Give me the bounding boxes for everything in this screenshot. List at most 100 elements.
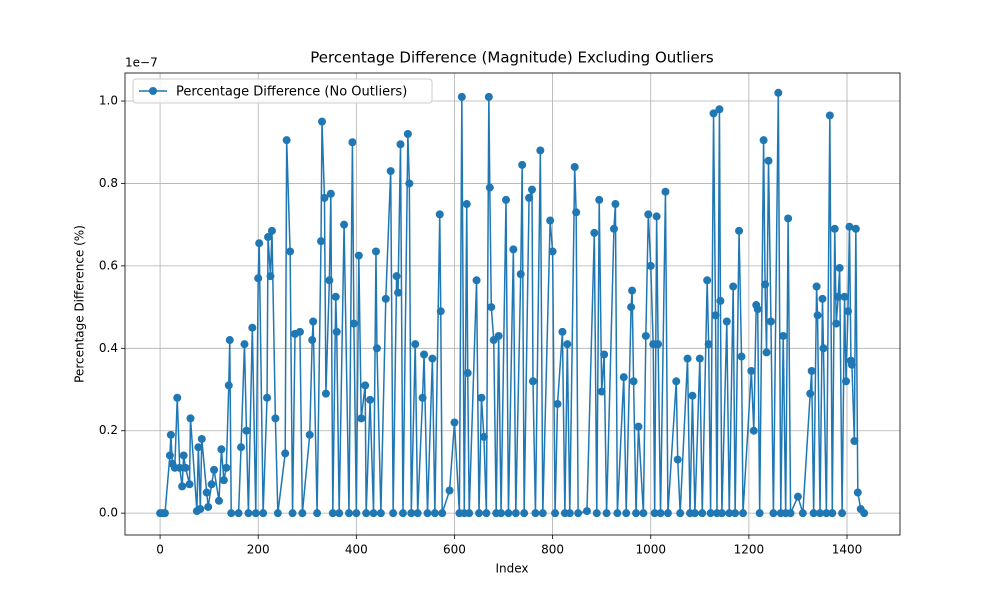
point	[413, 509, 422, 518]
point	[450, 418, 459, 427]
point	[371, 247, 380, 256]
point	[423, 509, 432, 518]
point	[553, 399, 562, 408]
point	[237, 443, 246, 452]
point	[420, 350, 429, 359]
point	[753, 305, 762, 314]
point	[309, 317, 318, 326]
point	[248, 323, 257, 332]
point	[722, 317, 731, 326]
point	[747, 366, 756, 375]
point	[661, 187, 670, 196]
point	[318, 117, 327, 126]
legend-marker	[149, 87, 157, 95]
point	[465, 509, 474, 518]
point	[563, 340, 572, 349]
x-tick-label: 0	[156, 543, 164, 557]
y-tick-label: 0.6	[99, 258, 118, 272]
point	[654, 340, 663, 349]
point	[798, 509, 807, 518]
point	[832, 319, 841, 328]
plot-frame	[124, 72, 901, 536]
point	[511, 509, 520, 518]
point	[438, 509, 447, 518]
point	[366, 395, 375, 404]
point	[570, 162, 579, 171]
point	[485, 183, 494, 192]
point	[717, 509, 726, 518]
point	[609, 224, 618, 233]
point	[835, 263, 844, 272]
point	[344, 509, 353, 518]
point	[818, 294, 827, 303]
point	[825, 111, 834, 120]
point	[813, 311, 822, 320]
point	[332, 327, 341, 336]
x-tick-label: 600	[443, 543, 466, 557]
y-tick-label: 1.0	[99, 94, 118, 108]
point	[194, 443, 203, 452]
point	[830, 224, 839, 233]
point	[273, 509, 282, 518]
point	[628, 286, 637, 295]
point	[600, 350, 609, 359]
x-tick-label: 1400	[832, 543, 863, 557]
point	[475, 509, 484, 518]
point	[764, 156, 773, 165]
point	[263, 393, 272, 402]
y-tick-label: 0.4	[99, 341, 118, 355]
point	[847, 360, 856, 369]
point	[819, 344, 828, 353]
point	[196, 505, 205, 514]
point	[646, 261, 655, 270]
point	[173, 393, 182, 402]
point	[641, 331, 650, 340]
point	[761, 280, 770, 289]
point	[850, 437, 859, 446]
point	[308, 336, 317, 345]
point	[298, 509, 307, 518]
point	[738, 509, 747, 518]
point	[845, 222, 854, 231]
point	[632, 509, 641, 518]
x-tick-label: 200	[247, 543, 270, 557]
point	[178, 482, 187, 491]
point	[185, 480, 194, 489]
point	[749, 426, 758, 435]
point	[715, 105, 724, 114]
point	[328, 509, 337, 518]
point	[325, 276, 334, 285]
point	[352, 509, 361, 518]
point	[225, 336, 234, 345]
point	[222, 463, 231, 472]
point	[627, 303, 636, 312]
point	[695, 354, 704, 363]
point	[548, 247, 557, 256]
point	[313, 509, 322, 518]
point	[735, 226, 744, 235]
point	[644, 210, 653, 219]
point	[411, 340, 420, 349]
point	[462, 200, 471, 209]
point	[634, 422, 643, 431]
point	[217, 445, 226, 454]
point	[349, 319, 358, 328]
point	[407, 509, 416, 518]
point	[838, 509, 847, 518]
point	[688, 391, 697, 400]
point	[484, 92, 493, 101]
point	[271, 414, 280, 423]
point	[613, 509, 622, 518]
point	[282, 136, 291, 145]
point	[202, 488, 211, 497]
point	[683, 354, 692, 363]
point	[240, 340, 249, 349]
point	[860, 509, 869, 518]
point	[652, 212, 661, 221]
point	[698, 509, 707, 518]
point	[842, 377, 851, 386]
point	[224, 381, 233, 390]
point	[704, 340, 713, 349]
point	[812, 282, 821, 291]
point	[546, 216, 555, 225]
